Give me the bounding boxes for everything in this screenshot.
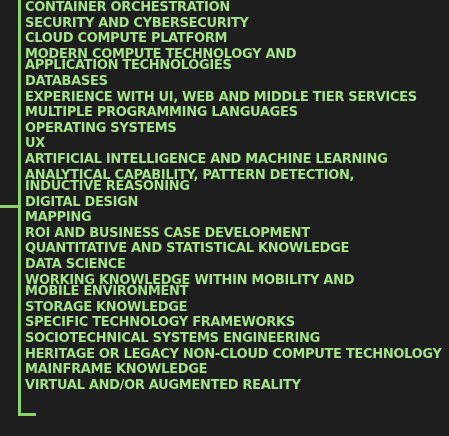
skill-item-line: DIGITAL DESIGN — [25, 194, 139, 210]
skill-item-line: SPECIFIC TECHNOLOGY FRAMEWORKS — [25, 315, 295, 331]
bracket-foot — [18, 413, 36, 416]
skill-item-line: STORAGE KNOWLEDGE — [25, 299, 188, 315]
skill-item-line: UX — [25, 136, 45, 152]
skill-item-line: SECURITY AND CYBERSECURITY — [25, 15, 249, 31]
bracket-stem — [0, 205, 20, 208]
skill-item-line: WORKING KNOWLEDGE WITHIN MOBILITY AND — [25, 272, 355, 288]
skill-item: VIRTUAL AND/OR AUGMENTED REALITY — [25, 377, 301, 393]
skill-item: MAINFRAME KNOWLEDGE — [25, 362, 208, 378]
skill-item-line: OPERATING SYSTEMS — [25, 120, 177, 136]
skill-item-line: MAPPING — [25, 210, 92, 226]
skill-item-line: QUANTITATIVE AND STATISTICAL KNOWLEDGE — [25, 241, 350, 257]
skill-item-line: INDUCTIVE REASONING — [25, 179, 190, 194]
skill-item-line: CONTAINER ORCHESTRATION — [25, 0, 230, 15]
skill-item-line: MODERN COMPUTE TECHNOLOGY AND — [25, 46, 297, 62]
skill-item: DIGITAL DESIGN — [25, 194, 139, 210]
skill-item: SECURITY AND CYBERSECURITY — [25, 15, 249, 31]
skill-item-line: ARTIFICIAL INTELLIGENCE AND MACHINE LEAR… — [25, 151, 388, 167]
skill-item: HERITAGE OR LEGACY NON-CLOUD COMPUTE TEC… — [25, 346, 442, 362]
skill-item: WORKING KNOWLEDGE WITHIN MOBILITY AND MOB… — [25, 272, 355, 300]
skill-item: ARTIFICIAL INTELLIGENCE AND MACHINE LEAR… — [25, 151, 388, 167]
skill-item-line: MOBILE ENVIRONMENT — [25, 284, 189, 300]
skill-item: ROI AND BUSINESS CASE DEVELOPMENT — [25, 225, 310, 241]
skill-item-line: DATA SCIENCE — [25, 257, 126, 272]
skill-item: OPERATING SYSTEMS — [25, 120, 177, 136]
skill-item: MULTIPLE PROGRAMMING LANGUAGES — [25, 105, 298, 121]
skill-item-line: EXPERIENCE WITH UI, WEB AND MIDDLE TIER … — [25, 89, 417, 105]
skill-item-line: APPLICATION TECHNOLOGIES — [25, 58, 232, 74]
skill-item: STORAGE KNOWLEDGE — [25, 299, 188, 315]
skill-item: SOCIOTECHNICAL SYSTEMS ENGINEERING — [25, 330, 320, 346]
skill-item-line: HERITAGE OR LEGACY NON-CLOUD COMPUTE TEC… — [25, 346, 442, 362]
skill-item-line: MULTIPLE PROGRAMMING LANGUAGES — [25, 105, 298, 121]
skill-item: ANALYTICAL CAPABILITY, PATTERN DETECTION… — [25, 167, 355, 194]
skill-item: SPECIFIC TECHNOLOGY FRAMEWORKS — [25, 315, 295, 331]
skill-item: UX — [25, 136, 45, 152]
skill-item: MODERN COMPUTE TECHNOLOGY AND APPLICATION… — [25, 46, 297, 74]
skill-item-line: CLOUD COMPUTE PLATFORM — [25, 31, 228, 47]
skill-item-line: ROI AND BUSINESS CASE DEVELOPMENT — [25, 225, 310, 241]
skill-item-line: MAINFRAME KNOWLEDGE — [25, 362, 208, 378]
skill-item: CLOUD COMPUTE PLATFORM — [25, 31, 228, 47]
skill-item: DATA SCIENCE — [25, 257, 126, 272]
skill-item-line: VIRTUAL AND/OR AUGMENTED REALITY — [25, 377, 301, 393]
skill-item: DATABASES — [25, 73, 108, 89]
skill-item-line: DATABASES — [25, 73, 108, 89]
skill-item: EXPERIENCE WITH UI, WEB AND MIDDLE TIER … — [25, 89, 417, 105]
skill-item: MAPPING — [25, 210, 92, 226]
skill-item-line: ANALYTICAL CAPABILITY, PATTERN DETECTION… — [25, 167, 355, 183]
skill-item-line: SOCIOTECHNICAL SYSTEMS ENGINEERING — [25, 330, 320, 346]
skill-item: QUANTITATIVE AND STATISTICAL KNOWLEDGE — [25, 241, 350, 257]
bracket-spine — [18, 0, 21, 416]
skill-item: CONTAINER ORCHESTRATION — [25, 0, 230, 15]
